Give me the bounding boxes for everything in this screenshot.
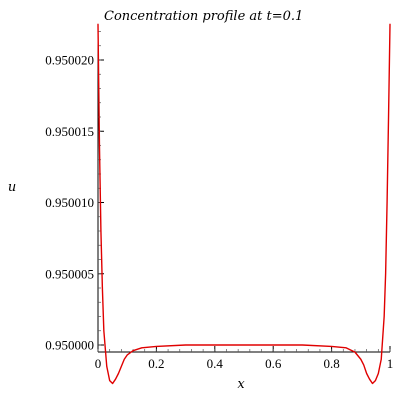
y-tick-label: 0.950010: [45, 195, 94, 210]
series-layer: [97, 23, 391, 385]
x-tick-label: 0: [95, 356, 102, 371]
y-tick-label: 0.950000: [45, 338, 94, 353]
y-tick-label: 0.950015: [45, 124, 94, 139]
x-tick-label: 0.4: [207, 356, 224, 371]
y-tick-label: 0.950005: [45, 266, 94, 281]
x-axis-label: x: [237, 377, 245, 392]
axes: [97, 28, 390, 353]
x-tick-label: 0.2: [148, 356, 164, 371]
ticks: 0.950000 0.950005 0.950010 0.950015 0.950020…: [45, 31, 394, 371]
x-tick-label: 1: [387, 356, 394, 371]
series-line-0: [97, 23, 391, 385]
x-tick-label: 0.6: [265, 356, 282, 371]
y-axis-label: u: [8, 180, 16, 195]
y-tick-label: 0.950020: [45, 53, 94, 68]
chart-title: Concentration profile at t=0.1: [104, 9, 303, 24]
x-tick-label: 0.8: [323, 356, 339, 371]
